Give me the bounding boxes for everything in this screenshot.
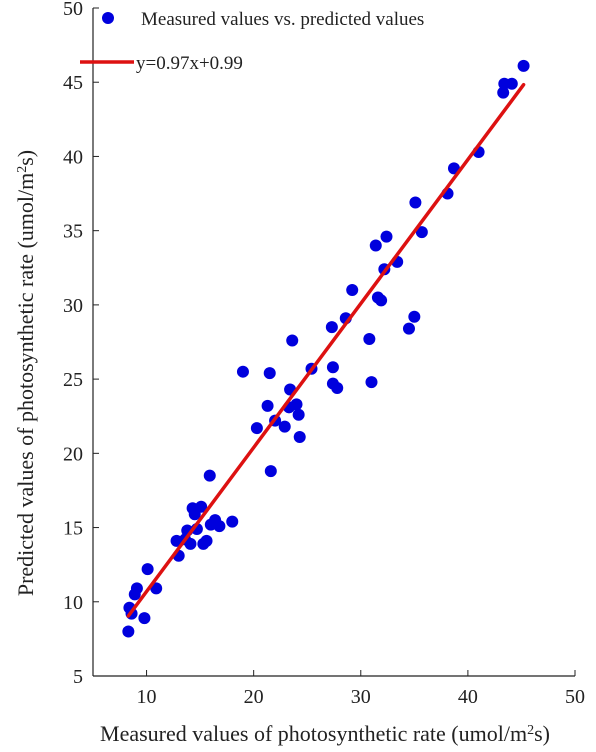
data-point (122, 625, 135, 638)
y-tick-label: 15 (63, 518, 83, 540)
data-point (286, 334, 299, 347)
data-point (263, 367, 276, 380)
data-point (138, 612, 151, 625)
data-point (264, 465, 277, 478)
y-axis: 5 10 15 20 25 30 35 40 45 50 Predicted values of … (13, 0, 99, 688)
y-tick-label: 30 (63, 295, 83, 317)
scatter-points (122, 59, 530, 638)
y-axis-title: Predicted values of photosynthetic rate … (13, 150, 38, 596)
y-axis-title-sup: 2 (15, 166, 30, 173)
legend-label-scatter: Measured values vs. predicted values (141, 9, 424, 30)
y-tick-label: 10 (63, 592, 83, 614)
data-point (369, 239, 382, 252)
data-point (236, 365, 249, 378)
x-axis-title-main: Measured values of photosynthetic rate (… (100, 721, 527, 746)
data-point (261, 399, 274, 412)
x-tick-label: 40 (458, 686, 478, 708)
x-tick-label: 50 (565, 686, 585, 708)
data-point (226, 515, 239, 528)
data-point (408, 310, 421, 323)
data-point (325, 321, 338, 334)
legend: Measured values vs. predicted values y=0… (80, 9, 424, 74)
data-point (380, 230, 393, 243)
data-point (326, 361, 339, 374)
y-tick-label: 50 (63, 0, 83, 20)
y-tick-label: 40 (63, 146, 83, 168)
x-axis-title-tail: s) (534, 721, 550, 746)
data-point (141, 563, 154, 576)
data-point (365, 376, 378, 389)
data-point (375, 294, 388, 307)
y-tick-label: 20 (63, 443, 83, 465)
data-point (184, 537, 197, 550)
x-tick-label: 30 (351, 686, 371, 708)
x-axis: 10 20 30 40 50 Measured values of photosynth… (93, 670, 585, 746)
data-point (213, 520, 226, 533)
data-point (409, 196, 422, 209)
data-point (250, 422, 263, 435)
y-tick-label: 5 (73, 666, 83, 688)
x-axis-title-sup: 2 (527, 723, 534, 738)
data-point (292, 408, 305, 421)
data-point (505, 77, 518, 90)
y-tick-label: 25 (63, 369, 83, 391)
y-axis-title-main: Predicted values of photosynthetic rate … (13, 173, 38, 596)
data-point (415, 226, 428, 239)
data-point (278, 420, 291, 433)
data-point (203, 469, 216, 482)
fit-line (126, 82, 526, 618)
data-point (195, 500, 208, 513)
x-axis-title: Measured values of photosynthetic rate (… (100, 721, 550, 746)
data-point (200, 534, 213, 547)
data-point (331, 382, 344, 395)
legend-marker-scatter (102, 12, 114, 24)
y-axis-title-tail: s) (13, 150, 38, 166)
y-tick-label: 45 (63, 72, 83, 94)
data-point (290, 398, 303, 411)
data-point (363, 333, 376, 346)
x-tick-label: 20 (244, 686, 264, 708)
data-point (402, 322, 415, 335)
data-point (517, 59, 530, 72)
data-point (346, 284, 359, 297)
legend-label-line: y=0.97x+0.99 (136, 53, 243, 74)
data-point (293, 431, 306, 444)
data-point (130, 582, 143, 595)
x-tick-label: 10 (137, 686, 157, 708)
y-tick-label: 35 (63, 221, 83, 243)
data-point (497, 86, 510, 99)
